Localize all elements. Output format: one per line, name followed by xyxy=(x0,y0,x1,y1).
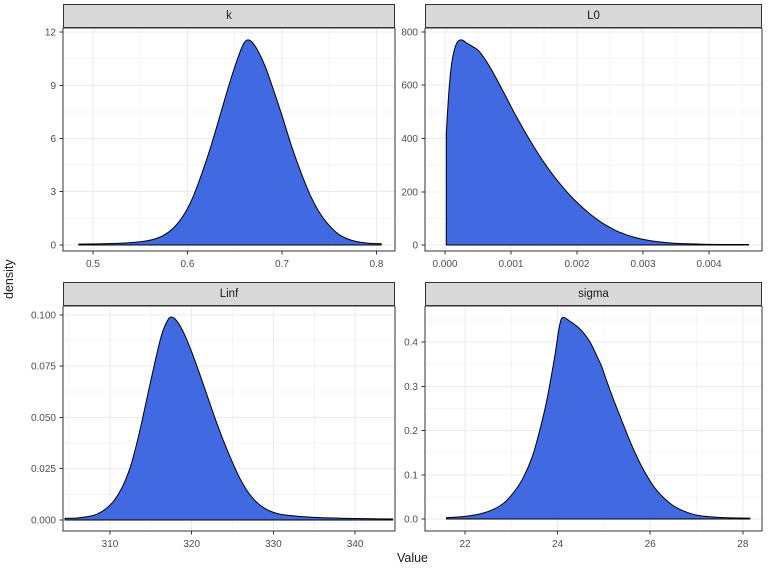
x-tick-label: 24 xyxy=(552,539,564,550)
panel-border xyxy=(62,28,396,252)
y-tick-label: 0 xyxy=(412,241,418,252)
x-tick-label: 0.8 xyxy=(370,259,384,270)
x-tick-label: 26 xyxy=(645,539,657,550)
y-tick-label: 400 xyxy=(401,134,418,145)
facet-svg-k: 0.5 0.6 0.7 0.8 0 3 6 9 12 xyxy=(45,28,396,270)
density-curve-Linf xyxy=(64,316,394,521)
y-tick-label: 0 xyxy=(50,240,56,251)
y-tick-label: 0.050 xyxy=(31,413,56,424)
x-tick-label: 0.003 xyxy=(630,259,655,270)
y-tick-label: 0.1 xyxy=(404,470,418,481)
facet-strip-label-k: k xyxy=(226,10,232,22)
x-tick-label: 0.004 xyxy=(696,259,721,270)
facet-strip-label-l0: L0 xyxy=(587,10,600,22)
x-tick-label: 320 xyxy=(183,539,200,550)
y-tick-label: 0.075 xyxy=(31,362,56,373)
y-tick-label: 0.0 xyxy=(404,515,418,526)
x-tick-label: 0.6 xyxy=(181,259,195,270)
y-tick-label: 12 xyxy=(45,28,57,39)
facet-strip-label-sigma: sigma xyxy=(578,288,609,300)
x-tick-label: 0.5 xyxy=(86,259,100,270)
x-tick-label: 310 xyxy=(102,539,119,550)
facet-svg-sigma: 22 24 26 28 0.0 0.1 0.2 0.3 0.4 xyxy=(404,306,763,550)
y-tick-label: 0.3 xyxy=(404,382,418,393)
panel-border xyxy=(424,306,763,532)
panel-border xyxy=(424,28,763,252)
x-tick-label: 28 xyxy=(737,539,749,550)
x-tick-label: 22 xyxy=(459,539,471,550)
y-tick-label: 0.025 xyxy=(31,464,56,475)
y-tick-label: 200 xyxy=(401,187,418,198)
facet-svg-L0: 0.000 0.001 0.002 0.003 0.004 0 200 400 600 800 xyxy=(401,28,763,270)
facet-strip-label-linf: Linf xyxy=(219,288,239,300)
facet-panel-l0: 0.000 0.001 0.002 0.003 0.004 0 200 400 600 800 xyxy=(380,28,765,277)
x-tick-label: 0.7 xyxy=(275,259,289,270)
facet-strip-l0: L0 xyxy=(425,4,762,28)
x-axis-title: Value xyxy=(396,551,429,565)
facet-panel-linf: 310 320 330 340 0.000 0.025 0.050 0.075 0.100 xyxy=(18,306,398,557)
y-tick-label: 800 xyxy=(401,28,418,38)
y-tick-label: 0.4 xyxy=(404,338,418,349)
axis-ticks: 22 24 26 28 0.0 0.1 0.2 0.3 0.4 xyxy=(404,338,749,550)
facet-strip-sigma: sigma xyxy=(425,282,762,306)
y-axis-title: density xyxy=(2,259,16,300)
x-tick-label: 0.002 xyxy=(564,259,589,270)
facet-strip-k: k xyxy=(63,4,395,28)
axis-ticks: 0.5 0.6 0.7 0.8 0 3 6 9 12 xyxy=(45,28,384,270)
axis-ticks: 0.000 0.001 0.002 0.003 0.004 0 200 400 600 800 xyxy=(401,28,722,270)
facet-strip-linf: Linf xyxy=(63,282,395,306)
y-tick-label: 0.100 xyxy=(31,310,56,321)
y-tick-label: 600 xyxy=(401,81,418,92)
density-curve-L0 xyxy=(445,39,750,246)
y-tick-label: 6 xyxy=(50,134,56,145)
facet-panel-sigma: 22 24 26 28 0.0 0.1 0.2 0.3 0.4 xyxy=(380,306,765,557)
y-tick-label: 0.000 xyxy=(31,515,56,526)
facet-panel-k: 0.5 0.6 0.7 0.8 0 3 6 9 12 xyxy=(18,28,398,277)
density-curve-sigma xyxy=(445,316,751,520)
y-tick-label: 0.2 xyxy=(404,426,418,437)
y-tick-label: 9 xyxy=(50,81,56,92)
x-tick-label: 0.000 xyxy=(432,259,457,270)
y-tick-label: 3 xyxy=(50,187,56,198)
density-curve-k xyxy=(78,39,382,246)
facet-svg-Linf: 310 320 330 340 0.000 0.025 0.050 0.075 0.100 xyxy=(31,306,396,550)
x-tick-label: 340 xyxy=(347,539,364,550)
x-tick-label: 330 xyxy=(265,539,282,550)
panel-border xyxy=(62,306,396,532)
x-tick-label: 0.001 xyxy=(498,259,523,270)
axis-ticks: 310 320 330 340 0.000 0.025 0.050 0.075 0.100 xyxy=(31,310,364,550)
